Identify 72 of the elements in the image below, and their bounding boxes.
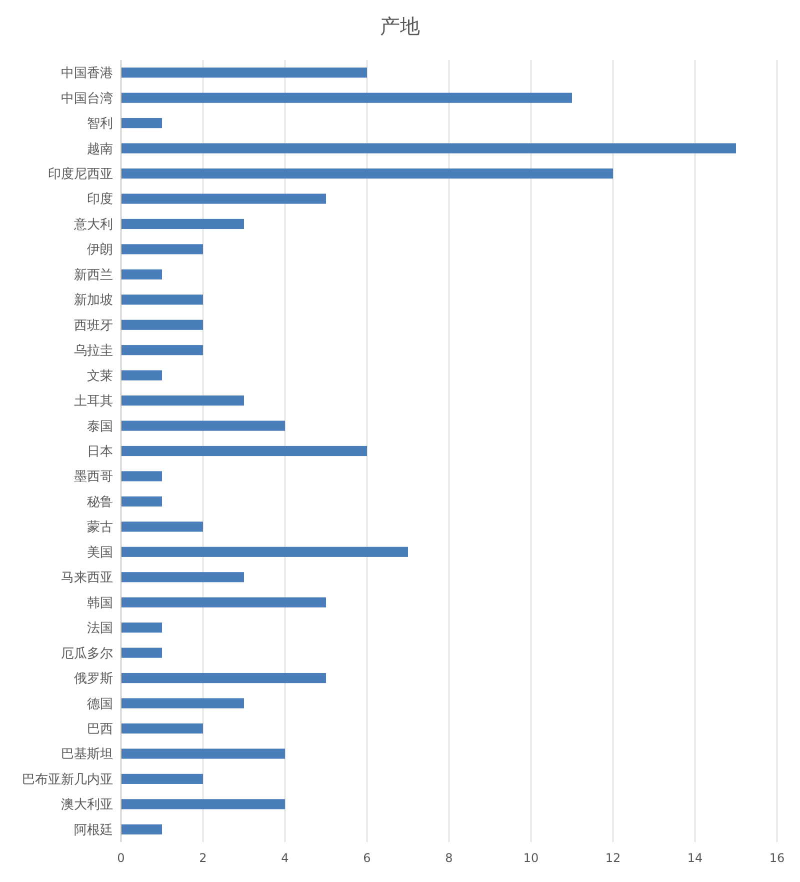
bar: [121, 446, 367, 456]
y-tick-label: 阿根廷: [74, 822, 113, 838]
y-tick-label: 韩国: [87, 596, 113, 611]
bar: [121, 168, 613, 179]
x-tick-label: 2: [199, 851, 207, 865]
bar: [121, 118, 162, 128]
y-tick-label: 德国: [87, 696, 113, 712]
y-tick-label: 伊朗: [87, 242, 113, 258]
y-tick-label: 美国: [87, 544, 113, 560]
chart-title: 产地: [380, 14, 420, 38]
y-tick-label: 中国台湾: [61, 90, 113, 106]
x-tick-label: 0: [117, 851, 125, 865]
bar: [121, 471, 162, 482]
bar: [121, 622, 162, 633]
bar: [121, 244, 203, 254]
y-tick-label: 中国香港: [61, 66, 113, 82]
y-tick-label: 文莱: [87, 368, 113, 384]
bar: [121, 320, 203, 330]
bar: [121, 143, 736, 154]
bar: [121, 496, 162, 506]
bar: [121, 824, 162, 834]
y-tick-label: 巴西: [87, 722, 113, 737]
bar: [121, 648, 162, 658]
bar: [121, 723, 203, 734]
x-tick-label: 14: [687, 851, 703, 865]
y-tick-label: 土耳其: [74, 394, 113, 410]
x-tick-label: 16: [769, 851, 785, 865]
bar: [121, 68, 367, 78]
y-tick-label: 意大利: [73, 217, 113, 232]
x-tick-label: 4: [281, 851, 289, 865]
bar: [121, 522, 203, 532]
y-tick-label: 印度尼西亚: [48, 166, 113, 182]
bar: [121, 672, 326, 684]
y-tick-label: 澳大利亚: [61, 798, 113, 813]
y-tick-label: 乌拉圭: [74, 344, 113, 359]
bar: [121, 799, 285, 810]
y-tick-label: 新西兰: [74, 268, 113, 283]
bar: [121, 698, 244, 708]
y-tick-label: 巴布亚新几内亚: [22, 772, 113, 788]
bar: [121, 597, 326, 608]
y-tick-label: 俄罗斯: [74, 672, 113, 687]
y-tick-label: 西班牙: [74, 318, 113, 334]
bar: [121, 420, 285, 431]
bar: [121, 546, 408, 557]
x-tick-label: 6: [363, 851, 371, 865]
bar: [121, 269, 162, 280]
y-tick-label: 法国: [87, 621, 113, 636]
bar: [121, 748, 285, 759]
x-tick-label: 10: [523, 851, 539, 865]
y-tick-label: 印度: [87, 191, 113, 208]
y-tick-label: 秘鲁: [87, 494, 113, 510]
y-tick-label: 泰国: [87, 419, 113, 434]
bar: [121, 218, 244, 230]
y-tick-label: 越南: [87, 142, 113, 157]
bar: [121, 294, 203, 305]
y-tick-label: 智利: [87, 116, 113, 132]
x-tick-label: 12: [605, 851, 621, 865]
y-tick-label: 巴基斯坦: [61, 747, 113, 762]
bar: [121, 396, 244, 406]
y-tick-label: 马来西亚: [61, 570, 113, 586]
bar: [121, 345, 203, 356]
bar: [121, 370, 162, 380]
bar: [121, 92, 572, 103]
bar: [121, 572, 244, 582]
y-tick-label: 墨西哥: [74, 470, 113, 485]
bar: [121, 774, 203, 784]
y-tick-label: 厄瓜多尔: [61, 646, 113, 662]
x-tick-label: 8: [445, 851, 453, 865]
y-tick-label: 蒙古: [87, 520, 113, 536]
y-tick-label: 新加坡: [74, 293, 113, 308]
y-tick-label: 日本: [87, 444, 113, 460]
bar: [121, 194, 326, 204]
